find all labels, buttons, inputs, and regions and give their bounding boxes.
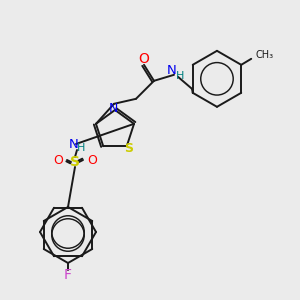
Text: S: S: [70, 155, 80, 169]
Text: S: S: [124, 142, 133, 155]
Text: O: O: [139, 52, 149, 66]
Text: H: H: [176, 71, 184, 81]
Text: N: N: [108, 101, 118, 115]
Text: H: H: [77, 143, 85, 153]
Text: CH₃: CH₃: [255, 50, 273, 60]
Text: O: O: [87, 154, 97, 166]
Text: N: N: [167, 64, 177, 77]
Text: O: O: [53, 154, 63, 166]
Text: N: N: [69, 137, 79, 151]
Text: F: F: [64, 268, 72, 282]
